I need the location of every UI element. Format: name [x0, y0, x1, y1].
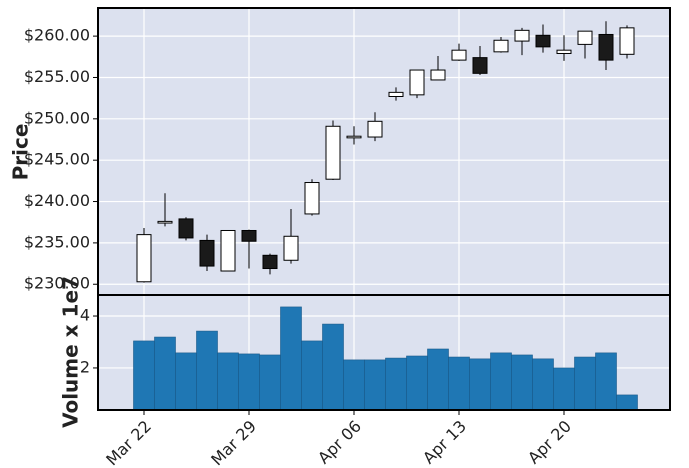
- candle-body: [304, 182, 320, 215]
- volume-bar: [133, 340, 155, 411]
- y-tick-label: $230.00: [24, 274, 90, 293]
- volume-bar: [175, 352, 197, 411]
- candle-body: [493, 39, 509, 53]
- candle-body: [472, 57, 488, 74]
- candle-body: [451, 49, 467, 61]
- candle-body: [346, 135, 362, 139]
- volume-bar: [364, 359, 386, 411]
- volume-bar: [322, 323, 344, 411]
- volume-bar: [490, 352, 512, 411]
- volume-bar: [154, 336, 176, 411]
- candle-body: [367, 120, 383, 138]
- volume-bar: [343, 359, 365, 411]
- price-axis-label: Price: [9, 124, 33, 181]
- candle-body: [262, 254, 278, 270]
- x-tick-label: Apr 13: [419, 417, 470, 468]
- volume-bar: [574, 356, 596, 411]
- volume-bar: [238, 353, 260, 411]
- volume-bar: [511, 354, 533, 411]
- candle-body: [535, 34, 551, 48]
- volume-bar: [469, 358, 491, 411]
- candle-body: [388, 91, 404, 97]
- panel-frame: [97, 294, 671, 411]
- candle-body: [409, 69, 425, 96]
- plot-background: [98, 8, 670, 410]
- volume-bar: [553, 367, 575, 411]
- volume-bar: [217, 352, 239, 411]
- volume-bar: [406, 355, 428, 411]
- candle-body: [619, 27, 635, 55]
- candle-body: [136, 234, 152, 283]
- x-tick-label: Apr 20: [524, 417, 575, 468]
- y-tick-label: $240.00: [24, 191, 90, 210]
- volume-bar: [427, 348, 449, 411]
- candle-body: [241, 229, 257, 242]
- candle-body: [325, 125, 341, 180]
- candle-body: [514, 29, 530, 42]
- candle-body: [577, 30, 593, 45]
- candle-body: [220, 229, 236, 272]
- volume-bar: [448, 356, 470, 411]
- candle-body: [598, 33, 614, 61]
- volume-bar: [532, 358, 554, 411]
- candle-body: [178, 218, 194, 239]
- volume-bar: [280, 306, 302, 411]
- x-tick-label: Mar 22: [102, 417, 155, 468]
- candle-body: [199, 239, 215, 267]
- volume-bar: [196, 330, 218, 411]
- volume-bar: [616, 394, 638, 411]
- volume-axis-label: Volume x 1e7: [59, 276, 83, 428]
- y-tick-label: $255.00: [24, 67, 90, 86]
- y-tick-label: $235.00: [24, 232, 90, 251]
- candle-body: [556, 49, 572, 54]
- y-tick-label: 4: [80, 306, 90, 325]
- y-tick-label: $250.00: [24, 108, 90, 127]
- x-tick-label: Mar 29: [207, 417, 260, 468]
- volume-bar: [259, 354, 281, 411]
- candle-body: [157, 220, 173, 224]
- y-tick-label: 2: [80, 357, 90, 376]
- volume-bar: [595, 352, 617, 411]
- volume-bar: [301, 340, 323, 411]
- y-tick-label: $245.00: [24, 150, 90, 169]
- candle-body: [283, 235, 299, 261]
- y-tick-label: $260.00: [24, 26, 90, 45]
- candle-body: [430, 69, 446, 81]
- volume-bar: [385, 357, 407, 411]
- x-tick-label: Apr 06: [314, 417, 365, 468]
